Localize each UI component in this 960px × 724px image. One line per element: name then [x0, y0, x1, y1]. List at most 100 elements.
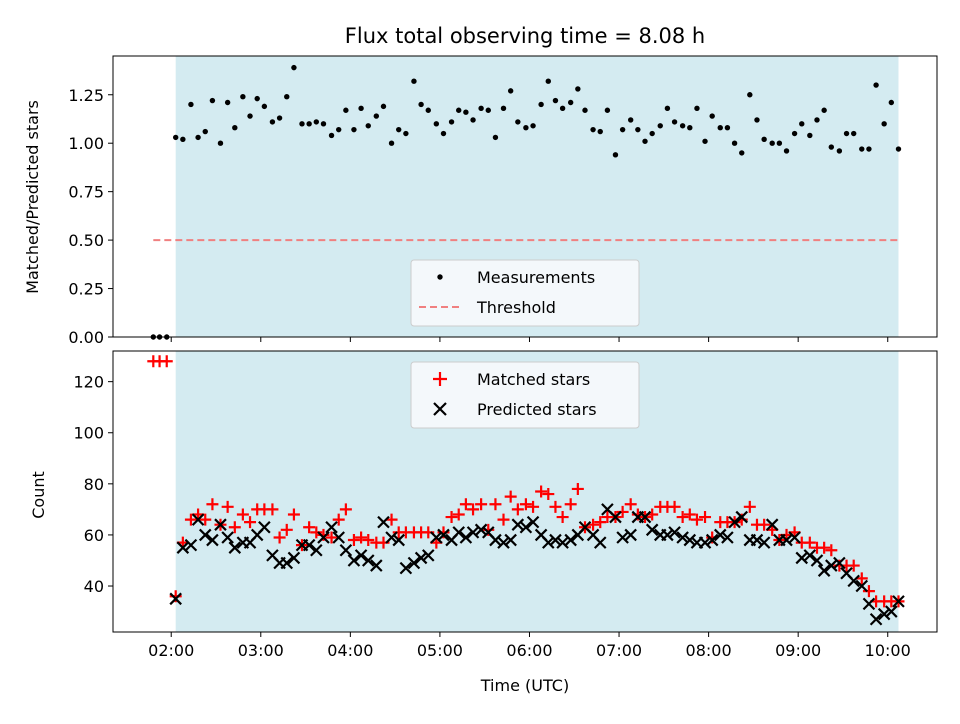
predicted-star-point [810, 554, 824, 567]
matched-star-point [847, 559, 860, 572]
measurement-point [859, 146, 865, 152]
matched-star-point [236, 508, 249, 521]
predicted-star-point [332, 531, 345, 544]
measurement-point [657, 123, 663, 129]
predicted-star-point [661, 528, 674, 542]
measurement-point [299, 121, 305, 127]
measurement-point [188, 101, 194, 108]
measurement-point [456, 107, 462, 113]
measurement-point [739, 150, 745, 156]
matched-star-point [556, 511, 569, 524]
matched-star-point [332, 513, 345, 526]
bottom-y-tick-label: 80 [84, 475, 104, 494]
predicted-star-point [437, 528, 450, 542]
predicted-star-point [892, 595, 905, 608]
legend-matched-label: Matched stars [477, 370, 590, 389]
matched-star-point [325, 531, 338, 544]
predicted-star-point [430, 531, 443, 544]
matched-star-point [668, 500, 681, 513]
measurement-point [515, 119, 521, 125]
top-axes-frame [112, 55, 938, 338]
top-y-tick-label: 0.00 [68, 328, 104, 347]
measurement-point [291, 64, 297, 71]
x-tick-label: 08:00 [686, 641, 732, 660]
x-tick-label: 10:00 [865, 641, 911, 660]
measurement-point [358, 105, 364, 112]
measurement-point [269, 119, 276, 125]
predicted-star-point [564, 533, 577, 547]
predicted-star-point [668, 526, 681, 539]
predicted-star-point [757, 536, 771, 549]
top-y-tick-label: 0.50 [68, 231, 104, 250]
predicted-star-point [847, 574, 860, 588]
measurement-point [709, 113, 715, 119]
predicted-star-point [339, 543, 353, 557]
top-y-tick-label: 1.25 [68, 86, 104, 105]
measurement-point [627, 117, 634, 123]
matched-star-point [244, 516, 257, 529]
predicted-star-point [609, 510, 622, 524]
predicted-star-point [698, 536, 712, 549]
measurement-point [895, 146, 902, 152]
matched-star-point [273, 531, 286, 544]
measurement-point [567, 99, 574, 106]
measurement-point [418, 101, 424, 108]
x-tick-label: 06:00 [506, 641, 552, 660]
matched-star-point [199, 513, 212, 526]
measurement-point [687, 125, 693, 131]
matched-star-point [676, 511, 689, 524]
measurement-point [195, 134, 201, 141]
measurement-point [724, 125, 731, 131]
measurement-point [664, 105, 671, 112]
measurement-point [776, 140, 783, 146]
measurement-point [180, 136, 186, 143]
measurement-point [828, 144, 835, 150]
predicted-star-point [765, 518, 779, 531]
predicted-star-point [750, 533, 764, 547]
measurement-point [702, 138, 708, 144]
matched-star-point [803, 536, 816, 549]
bottom-axes: 02:00 03:00 04:00 05:00 06:00 07:00 08:00 09:00… [73, 350, 938, 660]
measurement-point [306, 121, 312, 127]
matched-star-point [355, 531, 368, 544]
measurement-point [807, 132, 813, 139]
bottom-predicted-layer [169, 503, 905, 626]
predicted-star-point [511, 518, 525, 531]
measurement-point [694, 105, 700, 112]
predicted-star-point [414, 551, 428, 565]
measurement-point [396, 126, 402, 133]
measurement-point [500, 105, 507, 112]
measurement-point [881, 121, 887, 127]
matched-star-point [825, 544, 838, 557]
predicted-star-point [206, 533, 219, 547]
predicted-star-point [459, 531, 473, 544]
measurement-point [172, 134, 179, 141]
predicted-star-point [347, 554, 361, 567]
measurement-point [582, 107, 588, 113]
matched-star-point [690, 513, 703, 526]
matched-star-point [452, 508, 465, 521]
matched-star-point [303, 521, 316, 534]
matched-star-point [228, 521, 241, 534]
predicted-star-point [280, 556, 294, 570]
top-legend: Measurements Threshold [410, 259, 640, 327]
predicted-star-point [735, 510, 749, 524]
measurement-point [403, 130, 409, 137]
top-y-axis-title: Matched/Predicted stars [23, 100, 42, 294]
predicted-star-point [788, 531, 801, 544]
predicted-star-point [191, 513, 205, 526]
predicted-star-point [370, 559, 383, 572]
matched-star-point [743, 500, 756, 513]
predicted-star-point [862, 597, 876, 611]
predicted-star-point [885, 605, 898, 618]
matched-star-point [489, 498, 502, 511]
predicted-star-point [645, 523, 659, 537]
predicted-star-point [825, 559, 838, 572]
measurement-point [769, 140, 775, 146]
measurement-point [671, 119, 678, 125]
measurement-point [635, 126, 641, 133]
matched-star-point [206, 498, 219, 511]
measurement-point [411, 78, 417, 84]
predicted-star-point [624, 528, 637, 542]
matched-star-point [594, 516, 607, 529]
